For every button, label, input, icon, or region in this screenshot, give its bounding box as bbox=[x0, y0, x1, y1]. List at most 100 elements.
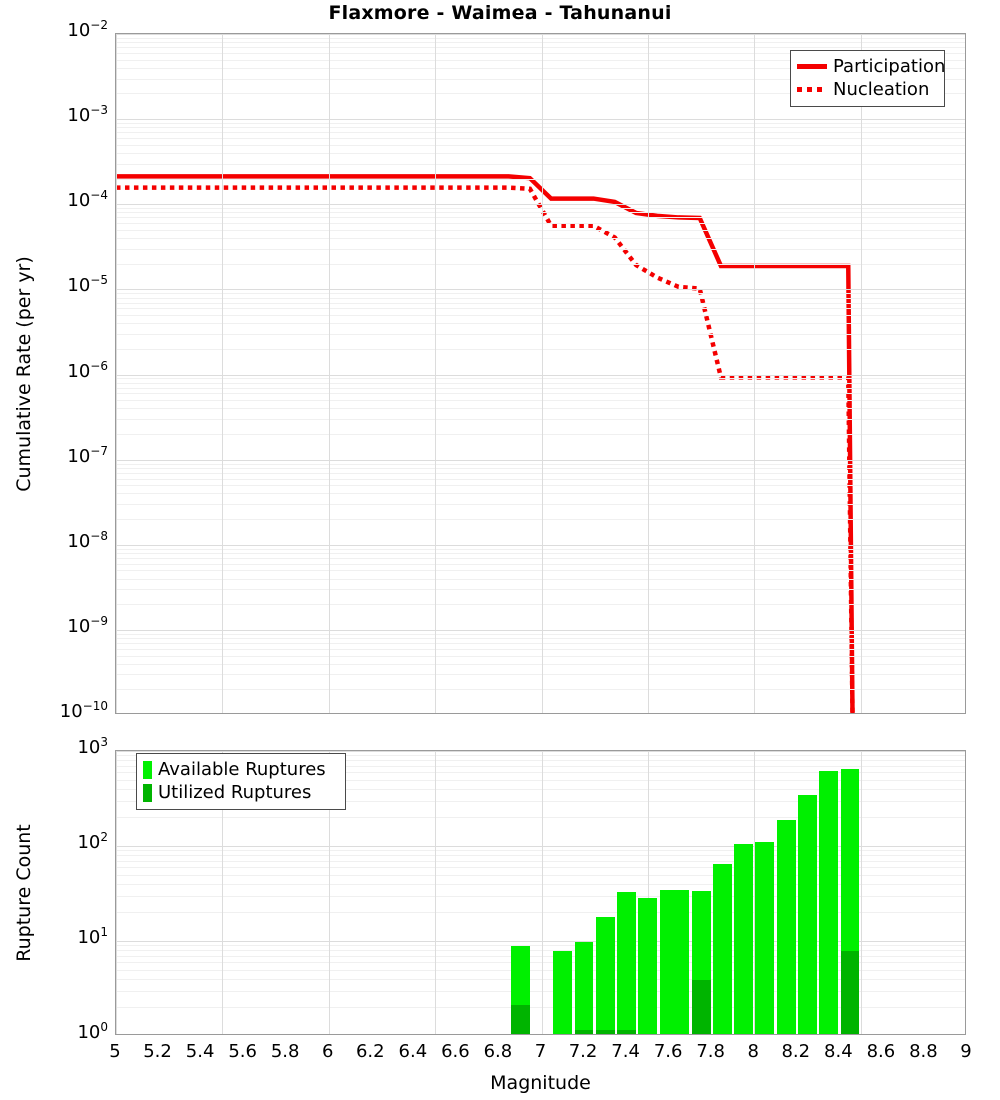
legend-color-swatch-icon bbox=[143, 783, 152, 802]
grid-line-minor bbox=[116, 945, 965, 946]
grid-line-vertical bbox=[222, 34, 223, 713]
grid-line-major bbox=[116, 941, 965, 942]
y-tick-label: 101 bbox=[77, 925, 108, 948]
grid-line-minor bbox=[116, 558, 965, 559]
grid-line-vertical bbox=[542, 34, 543, 713]
grid-line-vertical bbox=[116, 34, 117, 713]
grid-line-minor bbox=[116, 164, 965, 165]
grid-line-minor bbox=[116, 570, 965, 571]
grid-line-minor bbox=[116, 127, 965, 128]
x-tick-label: 7 bbox=[534, 1041, 547, 1062]
grid-line-minor bbox=[116, 604, 965, 605]
grid-line-vertical bbox=[648, 34, 649, 713]
legend-item: Utilized Ruptures bbox=[143, 781, 338, 804]
grid-line-minor bbox=[116, 780, 965, 781]
x-tick-label: 7.6 bbox=[653, 1041, 683, 1062]
top-panel-legend: Participation Nucleation bbox=[790, 50, 945, 107]
x-tick-label: 6 bbox=[322, 1041, 334, 1062]
bar-segment-available bbox=[574, 942, 594, 1034]
grid-line-major bbox=[116, 375, 965, 376]
grid-line-vertical bbox=[861, 751, 862, 1034]
grid-line-minor bbox=[116, 400, 965, 401]
grid-line-vertical bbox=[435, 751, 436, 1034]
grid-line-minor bbox=[116, 464, 965, 465]
rupture-bar bbox=[819, 771, 839, 1034]
grid-line-minor bbox=[116, 132, 965, 133]
grid-line-minor bbox=[116, 68, 965, 69]
grid-line-minor bbox=[116, 485, 965, 486]
bar-segment-utilized bbox=[840, 950, 860, 1034]
grid-line-minor bbox=[116, 434, 965, 435]
legend-item-label: Utilized Ruptures bbox=[158, 781, 312, 803]
x-tick-label: 5.8 bbox=[270, 1041, 300, 1062]
grid-line-minor bbox=[116, 760, 965, 761]
x-tick-label: 9 bbox=[960, 1041, 972, 1062]
bar-segment-available bbox=[617, 892, 637, 1034]
grid-line-minor bbox=[116, 493, 965, 494]
y-tick-label: 102 bbox=[77, 830, 108, 853]
x-tick-label: 5 bbox=[109, 1041, 121, 1062]
grid-line-minor bbox=[116, 308, 965, 309]
grid-line-minor bbox=[116, 850, 965, 851]
grid-line-minor bbox=[116, 553, 965, 554]
x-tick-label: 7.2 bbox=[568, 1041, 598, 1062]
x-tick-label: 7.8 bbox=[696, 1041, 725, 1062]
grid-line-minor bbox=[116, 634, 965, 635]
rupture-bar bbox=[553, 950, 573, 1034]
grid-line-minor bbox=[116, 349, 965, 350]
grid-line-minor bbox=[116, 123, 965, 124]
legend-solid-line-icon bbox=[797, 64, 827, 69]
grid-line-minor bbox=[116, 772, 965, 773]
legend-color-swatch-icon bbox=[143, 760, 152, 779]
grid-line-minor bbox=[116, 393, 965, 394]
x-tick-label: 6.8 bbox=[483, 1041, 513, 1062]
rupture-bar bbox=[574, 942, 594, 1034]
bar-segment-available bbox=[798, 794, 817, 1034]
grid-line-minor bbox=[116, 579, 965, 580]
bar-segment-utilized bbox=[510, 1005, 530, 1034]
bar-segment-available bbox=[595, 917, 615, 1034]
grid-line-minor bbox=[116, 875, 965, 876]
grid-line-minor bbox=[116, 519, 965, 520]
bar-segment-utilized bbox=[574, 1030, 594, 1034]
bar-segment-utilized bbox=[595, 1030, 615, 1034]
y-tick-label: 10−5 bbox=[67, 273, 108, 297]
grid-line-minor bbox=[116, 649, 965, 650]
grid-line-minor bbox=[116, 656, 965, 657]
grid-line-minor bbox=[116, 42, 965, 43]
x-tick-label: 8.6 bbox=[866, 1041, 896, 1062]
grid-line-minor bbox=[116, 991, 965, 992]
grid-line-minor bbox=[116, 1007, 965, 1008]
grid-line-minor bbox=[116, 93, 965, 94]
rupture-count-plot bbox=[115, 750, 966, 1035]
grid-line-minor bbox=[116, 303, 965, 304]
bar-segment-available bbox=[670, 889, 690, 1034]
grid-line-minor bbox=[116, 323, 965, 324]
grid-line-minor bbox=[116, 479, 965, 480]
grid-line-minor bbox=[116, 912, 965, 913]
grid-line-minor bbox=[116, 473, 965, 474]
x-tick-label: 5.2 bbox=[143, 1041, 172, 1062]
legend-item-label: Available Ruptures bbox=[158, 758, 326, 780]
x-tick-label: 6.6 bbox=[441, 1041, 470, 1062]
grid-line-minor bbox=[116, 419, 965, 420]
grid-line-minor bbox=[116, 504, 965, 505]
x-axis-label: Magnitude bbox=[490, 1072, 591, 1094]
rupture-bar bbox=[638, 898, 658, 1034]
series-participation-line bbox=[116, 174, 855, 713]
grid-line-major bbox=[116, 119, 965, 120]
y-tick-label: 10−3 bbox=[67, 103, 108, 127]
grid-line-minor bbox=[116, 179, 965, 180]
rupture-bar bbox=[712, 864, 732, 1034]
grid-line-minor bbox=[116, 766, 965, 767]
rupture-bar bbox=[755, 842, 775, 1034]
grid-line-minor bbox=[116, 638, 965, 639]
grid-line-minor bbox=[116, 817, 965, 818]
bar-segment-utilized bbox=[691, 980, 711, 1034]
grid-line-minor bbox=[116, 884, 965, 885]
bar-segment-available bbox=[734, 844, 754, 1034]
grid-line-minor bbox=[116, 217, 965, 218]
bar-segment-available bbox=[712, 864, 732, 1034]
grid-line-minor bbox=[116, 549, 965, 550]
